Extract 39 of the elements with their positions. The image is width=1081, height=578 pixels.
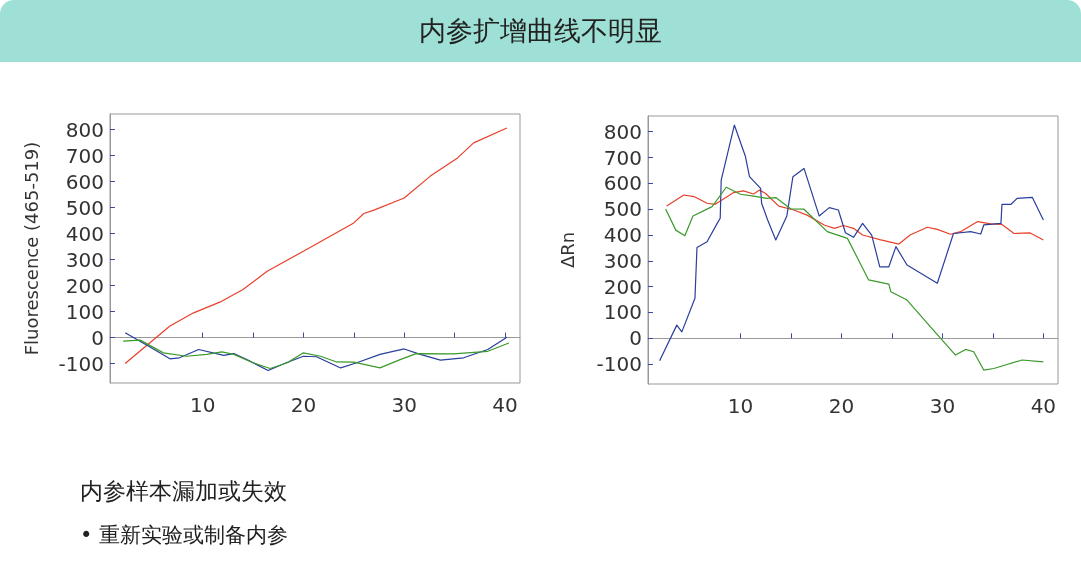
y-tick-label: 0: [91, 325, 104, 350]
text: • 重新实验或制备内参: [80, 522, 289, 549]
chart-title: 内参扩增曲线不明显: [419, 14, 662, 48]
x-tick-label: 10: [727, 394, 754, 418]
y-tick-label: 600: [65, 169, 104, 194]
x-tick-label: 30: [929, 394, 956, 418]
y-tick-label: 800: [603, 119, 642, 144]
line-series: [124, 332, 508, 372]
line-series: [665, 186, 1044, 371]
text: 内参样本漏加或失效: [80, 477, 287, 506]
y-tick-label: 700: [65, 143, 104, 168]
line-series: [124, 127, 508, 365]
y-tick-label: 300: [603, 248, 642, 273]
y-tick-label: 400: [603, 223, 642, 248]
y-axis-title: ΔRn: [556, 231, 578, 269]
y-tick-label: 400: [65, 221, 104, 246]
y-tick-label: 100: [65, 299, 104, 324]
x-tick-label: 10: [189, 393, 216, 417]
line-series: [659, 124, 1044, 362]
x-tick-label: 40: [1030, 394, 1057, 418]
x-tick-label: 30: [391, 393, 417, 417]
y-tick-label: 100: [603, 300, 642, 325]
y-tick-label: 500: [603, 197, 642, 222]
y-tick-label: 800: [65, 117, 104, 142]
x-tick-label: 20: [828, 394, 855, 418]
x-tick-label: 20: [290, 393, 317, 417]
y-tick-label: 500: [65, 195, 104, 220]
y-tick-label: -100: [58, 351, 104, 376]
y-tick-label: 600: [603, 171, 642, 196]
y-tick-label: 200: [65, 273, 104, 298]
y-tick-label: 200: [603, 274, 642, 299]
x-tick-label: 40: [492, 393, 518, 417]
y-tick-label: 300: [65, 247, 104, 272]
y-tick-label: 0: [629, 326, 642, 351]
y-tick-label: 700: [603, 145, 642, 170]
y-tick-label: -100: [596, 352, 642, 377]
y-axis-title: Fluorescence (465-519): [20, 141, 42, 356]
line-series: [122, 339, 510, 370]
line-series: [666, 189, 1044, 245]
